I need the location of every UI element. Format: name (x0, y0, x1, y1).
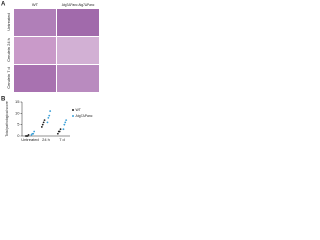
data-point (48, 114, 51, 117)
x-tick-label: Untreated (21, 137, 39, 142)
data-point (33, 130, 36, 133)
micrograph (57, 37, 99, 64)
legend-label: Atg7ΔPanc (76, 114, 93, 118)
legend-marker (72, 109, 74, 111)
data-point (49, 110, 52, 112)
data-point (46, 121, 49, 124)
legend-label: WT (76, 108, 81, 112)
data-point (27, 133, 30, 136)
figure: A WT Atg7ΔPanc Atg7ΔPanc Untreated Cerul… (1, 2, 99, 142)
y-tick-label: 0 (17, 133, 20, 138)
row-label: Cerulein 7 d (6, 67, 11, 89)
data-point (62, 128, 65, 131)
x-tick-label: 24 h (42, 137, 50, 142)
y-axis-title: Total pathological score (5, 101, 9, 137)
data-point (58, 130, 61, 133)
micrograph (14, 9, 56, 36)
y-tick-label: 5 (17, 122, 20, 127)
row-label: Cerulein 24 h (6, 38, 11, 62)
micrographs (14, 9, 99, 92)
x-tick-label: 7 d (59, 137, 65, 142)
y-tick-label: 15 (15, 99, 20, 104)
data-point (64, 121, 67, 124)
data-point (32, 132, 35, 135)
data-point (41, 123, 44, 126)
data-point (56, 132, 59, 135)
micrograph (57, 9, 99, 36)
legend-marker (72, 115, 74, 117)
panel-label: B (1, 97, 6, 103)
data-point (65, 119, 68, 122)
column-header: WT (32, 2, 39, 7)
panel-label: A (1, 2, 6, 8)
data-point (43, 119, 46, 122)
column-header: Atg7ΔPanc Atg7ΔPanc (62, 3, 95, 7)
micrograph (14, 37, 56, 64)
data-point (40, 126, 43, 128)
y-tick-label: 10 (15, 110, 20, 115)
data-point (59, 128, 62, 131)
data-point (47, 116, 50, 119)
data-point (63, 123, 66, 126)
micrograph (14, 65, 56, 92)
row-label: Untreated (6, 13, 11, 31)
micrograph (57, 65, 99, 92)
data-point (42, 121, 45, 124)
